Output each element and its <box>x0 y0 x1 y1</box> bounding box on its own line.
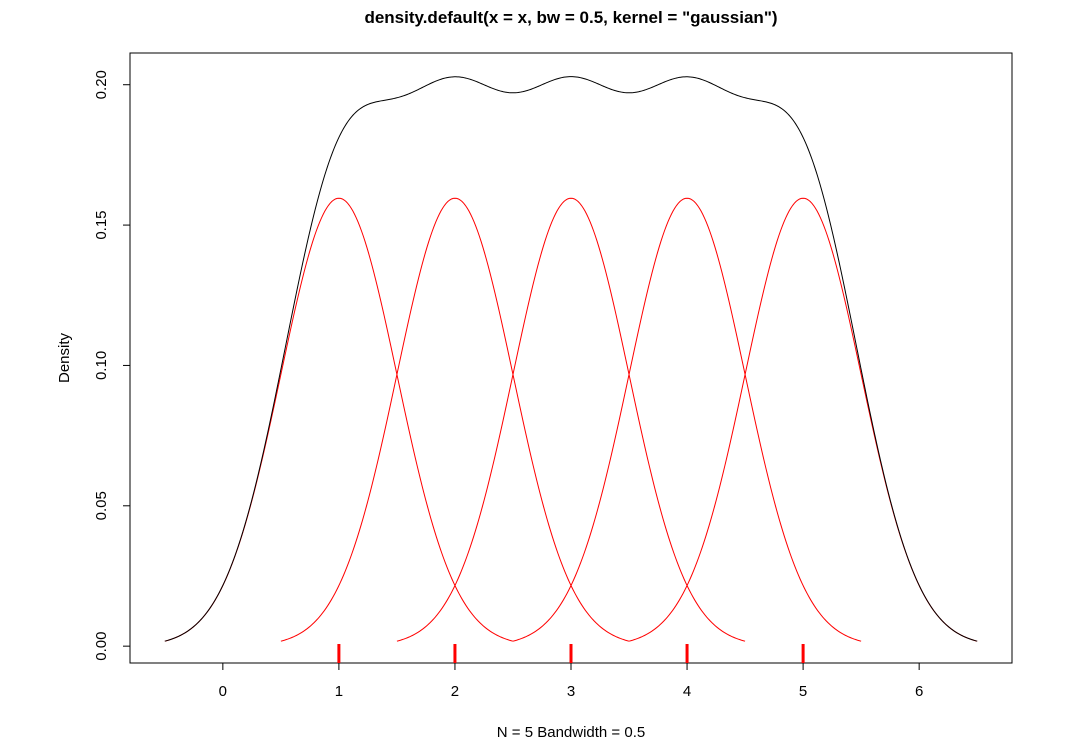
x-axis-label: N = 5 Bandwidth = 0.5 <box>497 724 645 741</box>
x-tick-label: 0 <box>219 683 227 700</box>
x-tick-label: 2 <box>451 683 459 700</box>
y-tick-label: 0.20 <box>93 70 110 99</box>
y-tick-label: 0.10 <box>93 351 110 380</box>
y-tick-label: 0.05 <box>93 491 110 520</box>
x-tick-label: 5 <box>799 683 807 700</box>
kernel-curve-2 <box>280 197 630 642</box>
chart-title: density.default(x = x, bw = 0.5, kernel … <box>364 8 777 27</box>
kernel-curve-1 <box>164 197 514 642</box>
y-axis-label: Density <box>56 332 73 383</box>
x-tick-label: 6 <box>915 683 923 700</box>
y-tick-label: 0.15 <box>93 210 110 239</box>
x-tick-label: 4 <box>683 683 691 700</box>
y-tick-label: 0.00 <box>93 632 110 661</box>
density-curve <box>164 76 978 642</box>
kernel-curve-3 <box>396 197 746 642</box>
kernel-curves <box>164 197 978 642</box>
kernel-curve-5 <box>628 197 978 642</box>
y-axis: 0.00 0.05 0.10 0.15 0.20 <box>93 70 131 661</box>
kernel-curve-4 <box>512 197 862 642</box>
x-tick-label: 3 <box>567 683 575 700</box>
density-curve-group <box>164 76 978 642</box>
plot-frame <box>129 52 1013 664</box>
rug-marks <box>337 644 805 663</box>
x-tick-label: 1 <box>335 683 343 700</box>
x-axis: 0 1 2 3 4 5 6 <box>219 662 923 700</box>
